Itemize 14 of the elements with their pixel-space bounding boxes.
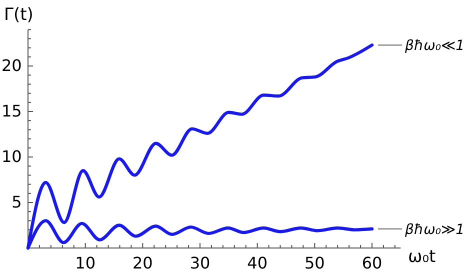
- y-axis-title: Γ(t): [4, 5, 34, 25]
- x-tick-label: 40: [247, 254, 268, 273]
- y-tick-label: 10: [1, 147, 22, 166]
- x-tick-label: 30: [190, 254, 210, 273]
- text: βħω₀≪1: [404, 38, 465, 54]
- x-tick-label: 10: [75, 254, 96, 273]
- x-tick-label: 50: [304, 254, 325, 273]
- x-axis-title: ω₀t: [408, 247, 436, 267]
- y-tick-label: 20: [1, 56, 22, 76]
- x-tick-label: 20: [132, 254, 153, 273]
- x-tick-label: 60: [362, 254, 382, 273]
- y-tick-label: 5: [12, 192, 22, 212]
- y-tick-label: 15: [1, 102, 22, 121]
- text: βħω₀≫1: [404, 222, 465, 238]
